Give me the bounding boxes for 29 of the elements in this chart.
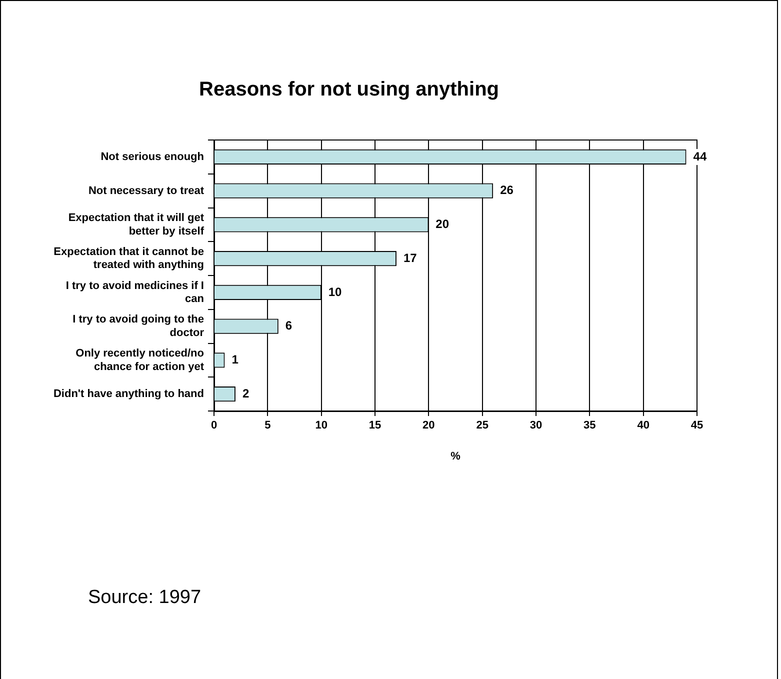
data-label: 2	[242, 386, 250, 400]
data-label: 44	[693, 149, 707, 164]
x-tick-label: 20	[422, 420, 435, 432]
x-tick-label: 35	[584, 420, 596, 432]
data-label: 6	[285, 318, 292, 333]
y-tick-label: I try to avoid medicines if I can	[66, 280, 204, 306]
x-tick-label: 30	[530, 420, 542, 432]
data-label: 10	[328, 284, 342, 299]
y-tick-label: I try to avoid going to the doctor	[72, 314, 205, 339]
y-tick-label: Expectation that it cannot be treated with anything	[54, 246, 204, 272]
x-tick-label: 5	[264, 420, 271, 432]
y-tick-label: Only recently noticed/no chance for action yet	[76, 348, 204, 373]
x-tick-label: 25	[476, 420, 488, 432]
x-tick-label: 45	[690, 420, 704, 432]
data-label: 1	[232, 352, 239, 366]
y-tick-label: Not necessary to treat	[88, 184, 204, 197]
y-tick-label: Not serious enough	[100, 150, 204, 163]
data-label: 26	[500, 183, 514, 198]
x-tick-label: 15	[368, 420, 382, 432]
y-tick-label: Expectation that it will get better by itself	[68, 212, 204, 238]
x-tick-label: 0	[210, 420, 218, 432]
data-label: 17	[403, 250, 418, 265]
source-note: Source: 1997	[88, 587, 202, 609]
y-tick-label: Didn't have anything to hand	[53, 388, 204, 400]
chart-title: Reasons for not using anything	[198, 78, 500, 101]
data-label: 20	[436, 217, 450, 231]
x-axis-title: %	[450, 450, 461, 462]
x-tick-label: 40	[637, 420, 650, 432]
x-tick-label: 10	[315, 420, 328, 432]
